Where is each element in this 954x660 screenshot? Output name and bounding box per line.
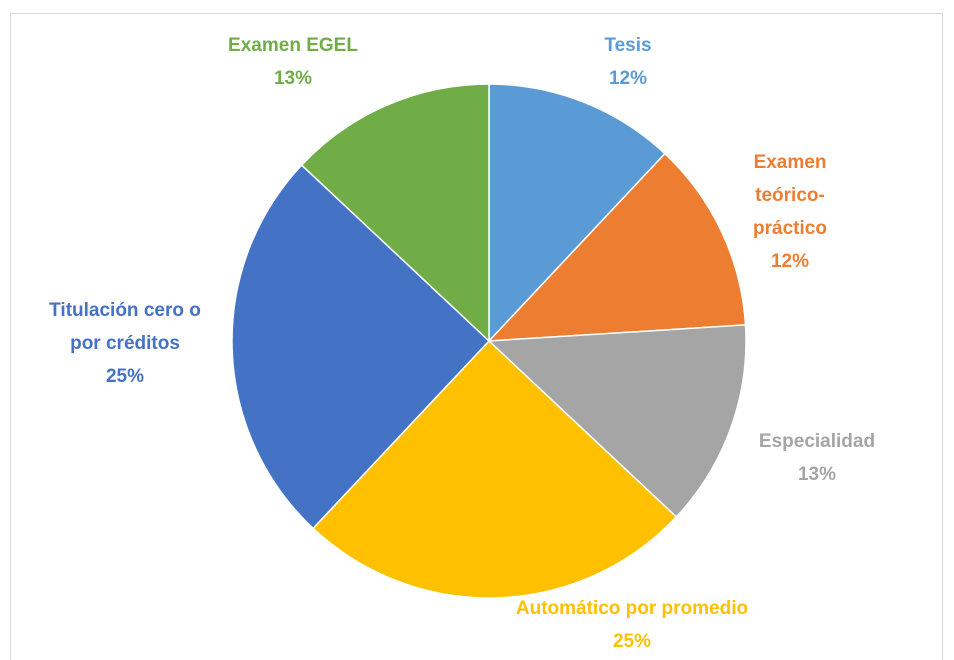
slice-label: Tesis 12% [604,29,651,95]
slice-label: Especialidad 13% [759,425,875,491]
value-label: 25% [105,366,145,387]
value-label: 25% [612,631,652,652]
category-name: Examen EGEL [228,35,358,56]
category-name: Automático por promedio [515,598,749,619]
category-name: Examen teórico-práctico [753,152,827,239]
pie-slice [231,164,491,530]
value-label: 13% [797,464,837,485]
slice-label: Titulación cero o por créditos 25% [43,294,208,393]
slice-label: Automático por promedio 25% [516,592,748,658]
slice-label: Examen teórico-práctico 12% [735,146,845,278]
pie-slice [300,83,490,343]
chart-frame [10,13,943,660]
pie-slice [312,339,678,599]
value-label: 13% [273,68,313,89]
category-name: Tesis [604,35,652,56]
category-name: Titulación cero o por créditos [49,300,201,354]
category-name: Especialidad [758,431,876,452]
slice-label: Examen EGEL 13% [228,29,358,95]
value-label: 12% [770,251,810,272]
pie-slice [488,83,666,343]
value-label: 12% [608,68,648,89]
pie-slice [487,324,747,518]
pie-slice [487,152,747,342]
